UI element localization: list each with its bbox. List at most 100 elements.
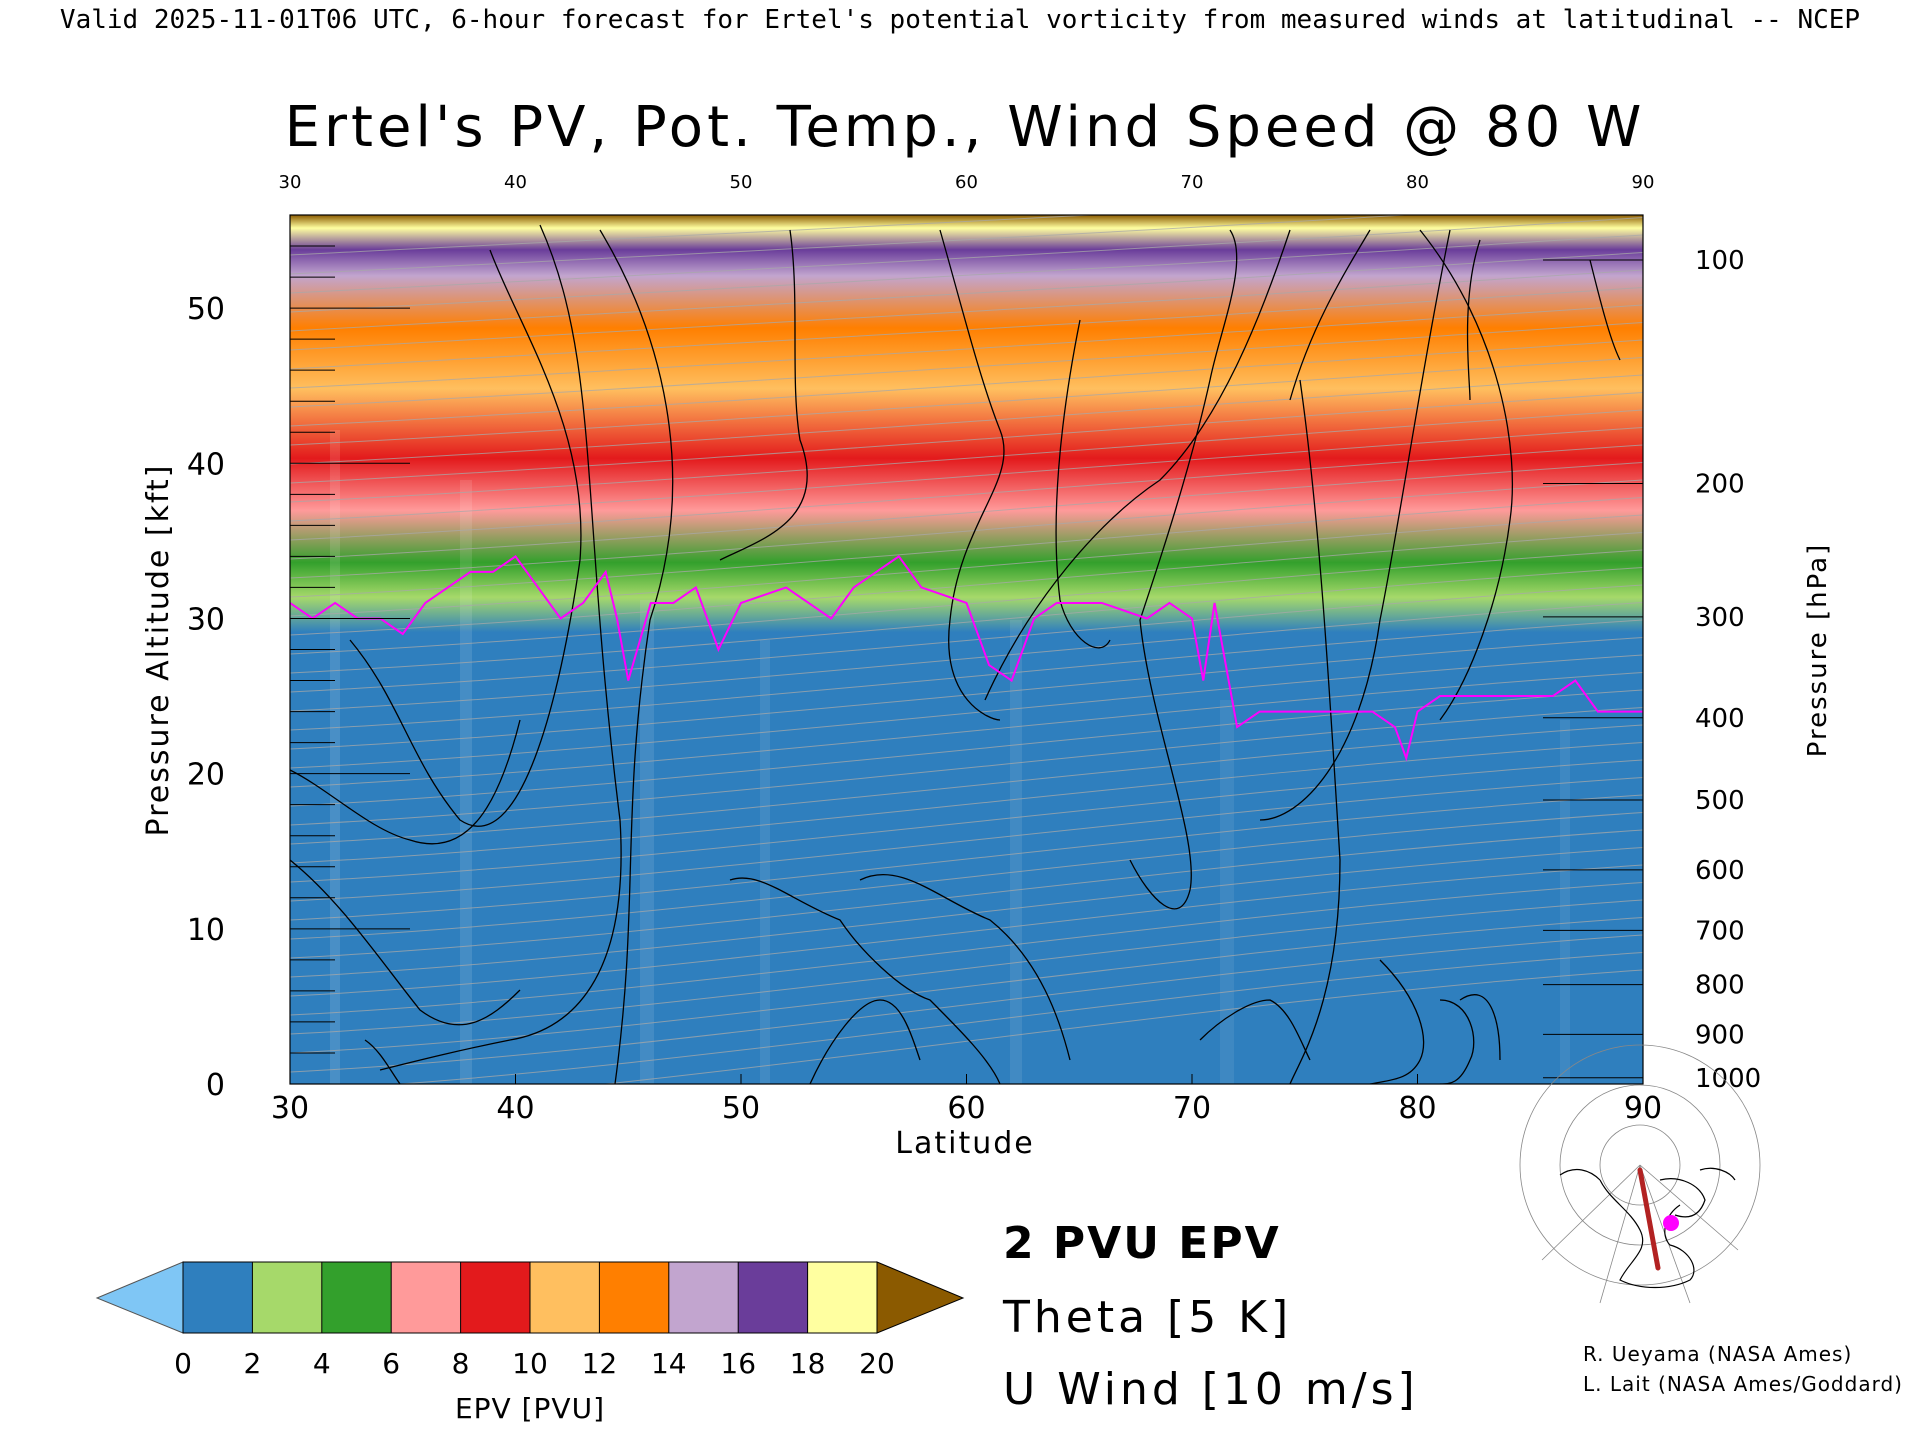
theta-contour [290, 672, 1643, 788]
credit-line-1: R. Ueyama (NASA Ames) [1583, 1342, 1852, 1366]
wind-contour [939, 229, 1005, 721]
colorbar-label: EPV [PVU] [455, 1392, 605, 1425]
x-top-tick-label: 30 [279, 172, 302, 193]
theta-contour [290, 724, 1643, 845]
x-top-tick-label: 60 [955, 172, 978, 193]
wind-contour [809, 999, 921, 1084]
x-tick-label: 80 [1398, 1091, 1436, 1126]
theta-contour [290, 549, 1643, 655]
y-tick-label: 40 [187, 447, 225, 482]
chart-title: Ertel's PV, Pot. Temp., Wind Speed @ 80 … [285, 95, 1646, 160]
colorbar-tick-label: 0 [174, 1347, 192, 1380]
tropopause-2pvu-line [290, 555, 1643, 762]
x-tick-label: 90 [1624, 1091, 1662, 1126]
x-tick-label: 60 [947, 1091, 985, 1126]
colorbar-tick-label: 20 [859, 1347, 895, 1380]
wind-contour [1589, 259, 1621, 361]
theta-contour [290, 217, 1643, 294]
x-top-tick-label: 50 [730, 172, 753, 193]
theta-contour [290, 619, 1643, 731]
colorbar-tick-label: 4 [313, 1347, 331, 1380]
wind-contour [349, 249, 582, 827]
theta-contour [290, 917, 1643, 1054]
legend-2pvu: 2 PVU EPV [1003, 1218, 1281, 1269]
wind-contour [1369, 959, 1425, 1084]
pv-field [290, 215, 1643, 1084]
theta-contour [393, 952, 1643, 1084]
colorbar-dividers [251, 1262, 809, 1333]
legend-u-wind: U Wind [10 m/s] [1003, 1364, 1419, 1415]
pressure-tick-label: 900 [1695, 1020, 1745, 1050]
x-axis-top: 30 40 50 60 70 80 90 [279, 172, 1655, 193]
theta-contour [290, 444, 1643, 541]
wind-contour [729, 877, 1001, 1084]
x-tick-label: 30 [271, 1091, 309, 1126]
theta-contour [290, 934, 1643, 1073]
x-top-tick-label: 40 [504, 172, 527, 193]
colorbar-tick-label: 18 [790, 1347, 826, 1380]
inset-cross-section-path [1637, 1167, 1661, 1271]
colorbar-over-triangle [876, 1261, 965, 1334]
theta-contour [290, 427, 1643, 522]
wind-contour [1259, 229, 1451, 821]
colorbar-tick-label: 12 [582, 1347, 618, 1380]
pressure-tick-label: 100 [1695, 246, 1745, 276]
header-text: Valid 2025-11-01T06 UTC, 6-hour forecast… [60, 5, 1860, 35]
theta-contour [290, 462, 1643, 560]
theta-contour [290, 215, 1100, 256]
theta-contour [290, 742, 1643, 864]
theta-contour [290, 689, 1643, 807]
theta-contour [290, 374, 1643, 465]
legend: 2 PVU EPV Theta [5 K] U Wind [10 m/s] [1002, 1218, 1419, 1415]
theta-contour [290, 584, 1643, 693]
theta-contour [290, 479, 1643, 579]
wind-contour [1055, 319, 1111, 649]
pressure-tick-label: 800 [1695, 971, 1745, 1001]
wind-contour [984, 229, 1291, 701]
y-tick-label: 20 [187, 758, 225, 793]
colorbar-tick-label: 16 [720, 1347, 756, 1380]
pressure-tick-label: 1000 [1695, 1064, 1761, 1094]
pressure-tick-label: 700 [1695, 916, 1745, 946]
wind-contour [1289, 229, 1371, 401]
y-tick-label: 10 [187, 913, 225, 948]
wind-contour [379, 224, 622, 1071]
theta-contour [290, 759, 1643, 883]
theta-contour [290, 304, 1643, 389]
theta-contour [290, 532, 1643, 636]
y-axis-label: Pressure Altitude [kft] [141, 464, 176, 837]
pressure-tick-label: 200 [1695, 469, 1745, 499]
colorbar-tick-label: 14 [651, 1347, 687, 1380]
wind-contour [1289, 379, 1341, 1084]
theta-contour [290, 215, 1414, 275]
colorbar-under-triangle [95, 1261, 184, 1334]
theta-contour [290, 812, 1643, 940]
theta-contour [290, 357, 1643, 446]
wind-contour [859, 874, 1071, 1061]
wind-contour [599, 229, 674, 1084]
theta-contour [290, 322, 1643, 408]
theta-contour [290, 392, 1643, 484]
colorbar-tick-label: 10 [512, 1347, 548, 1380]
theta-contour [290, 567, 1643, 674]
inset-coastlines [1559, 1167, 1736, 1289]
x-axis: 30 40 50 60 70 80 90 [271, 1074, 1662, 1126]
theta-contour [600, 969, 1643, 1084]
theta-contour [290, 882, 1643, 1016]
x-tick-label: 70 [1173, 1091, 1211, 1126]
theta-contour [290, 602, 1643, 712]
wind-contour [290, 719, 521, 845]
wind-contour [1129, 229, 1238, 910]
pressure-axis: 100 200 300 400 500 600 700 800 900 1000 [1543, 246, 1761, 1094]
inset-location-marker [1663, 1215, 1679, 1231]
wind-contours [290, 224, 1621, 1084]
x-tick-label: 50 [722, 1091, 760, 1126]
legend-theta: Theta [5 K] [1002, 1292, 1292, 1343]
x-top-tick-label: 80 [1406, 172, 1429, 193]
theta-contour [290, 707, 1643, 826]
theta-contour [290, 514, 1643, 617]
pressure-tick-label: 500 [1695, 786, 1745, 816]
x-axis-label: Latitude [895, 1126, 1034, 1161]
pressure-tick-label: 400 [1695, 704, 1745, 734]
